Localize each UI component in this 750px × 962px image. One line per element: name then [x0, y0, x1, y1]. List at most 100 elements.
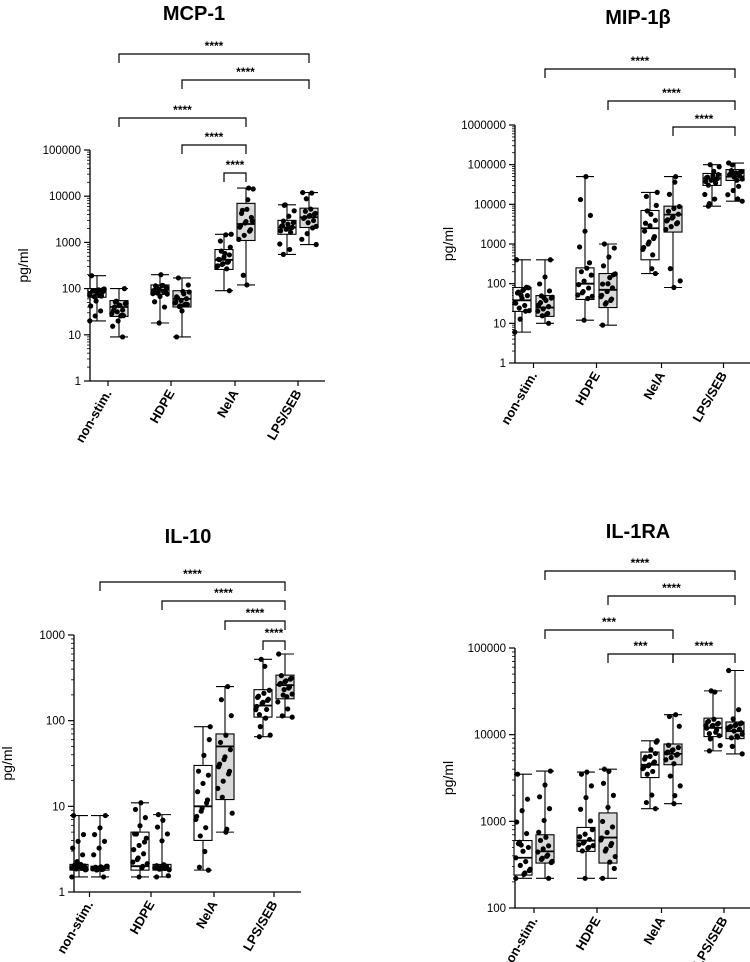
data-point	[542, 782, 548, 788]
data-point	[607, 275, 613, 281]
data-point	[159, 838, 165, 844]
data-point	[226, 771, 232, 777]
data-point	[600, 322, 606, 328]
data-point	[583, 794, 589, 801]
data-point	[605, 804, 611, 810]
box-plot-6	[215, 683, 235, 835]
data-point	[524, 830, 530, 837]
significance-label: ****	[662, 581, 681, 595]
data-point	[519, 808, 525, 814]
data-point	[547, 768, 554, 774]
data-point	[513, 855, 519, 861]
data-point	[703, 178, 709, 185]
data-point	[669, 215, 675, 221]
y-tick-label: 1	[59, 887, 65, 899]
y-tick-label: 100	[62, 284, 81, 296]
data-point	[671, 284, 677, 291]
data-point	[600, 818, 606, 825]
data-point	[225, 683, 231, 690]
y-tick-label: 1000	[39, 630, 65, 642]
data-point	[205, 867, 211, 873]
data-point	[668, 754, 674, 761]
y-tick-label: 10000	[474, 199, 506, 211]
y-tick-label: 10	[493, 318, 506, 330]
data-point	[674, 221, 680, 227]
data-point	[583, 174, 589, 180]
data-point	[727, 172, 733, 178]
data-point	[584, 265, 590, 271]
data-point	[739, 176, 745, 182]
box-plot-8	[299, 189, 319, 248]
data-point	[223, 232, 229, 238]
data-point	[663, 757, 669, 763]
data-point	[256, 734, 262, 740]
data-point	[101, 838, 108, 844]
data-point	[600, 281, 606, 287]
data-point	[600, 263, 607, 269]
data-point	[548, 295, 554, 301]
data-point	[158, 272, 164, 278]
y-axis-label: pg/ml	[0, 746, 15, 780]
y-tick-label: 1000	[55, 237, 81, 249]
box-plot-1	[512, 257, 532, 335]
data-point	[642, 220, 649, 226]
x-tick-label: HDPE	[127, 898, 158, 937]
data-point	[642, 756, 648, 762]
data-point	[227, 244, 233, 250]
data-point	[155, 812, 161, 818]
data-point	[69, 874, 75, 880]
data-point	[608, 297, 614, 304]
data-point	[172, 300, 178, 306]
data-point	[219, 261, 225, 268]
data-point	[164, 831, 170, 837]
data-point	[704, 175, 710, 181]
significance-bracket: ****	[223, 158, 247, 182]
data-point	[575, 292, 581, 298]
y-tick-label: 1	[500, 358, 506, 370]
data-point	[215, 785, 221, 791]
data-point	[116, 302, 122, 308]
data-point	[289, 714, 295, 720]
data-point	[120, 334, 126, 340]
y-tick-label: 10000	[474, 730, 506, 742]
data-point	[705, 719, 711, 725]
box-plot-7	[277, 202, 297, 257]
data-point	[308, 206, 314, 212]
box-plot-5	[640, 189, 660, 277]
significance-bracket: ****	[181, 130, 247, 154]
data-point	[665, 208, 672, 214]
data-point	[715, 171, 721, 178]
data-point	[611, 245, 617, 251]
bracket-line	[181, 79, 310, 89]
data-point	[163, 863, 170, 870]
data-point	[582, 831, 588, 837]
data-point	[277, 681, 283, 687]
data-point	[577, 244, 583, 250]
data-point	[205, 772, 211, 778]
data-point	[223, 732, 229, 738]
data-point	[264, 706, 270, 713]
data-point	[183, 296, 190, 302]
x-tick-label: NelA	[640, 913, 668, 947]
data-point	[673, 712, 679, 718]
data-point	[611, 865, 617, 872]
data-point	[221, 254, 227, 260]
data-point	[609, 285, 616, 291]
data-point	[604, 829, 610, 836]
significance-label: ****	[205, 130, 224, 144]
data-point	[241, 232, 247, 238]
data-point	[535, 308, 541, 314]
y-tick-label: 100	[46, 716, 65, 728]
data-point	[515, 841, 522, 847]
data-point	[666, 713, 673, 720]
data-point	[524, 293, 531, 299]
data-point	[676, 203, 682, 210]
data-point	[546, 875, 552, 881]
significance-label: ****	[183, 567, 202, 581]
data-point	[671, 761, 677, 767]
box-plot-4	[152, 812, 172, 880]
data-point	[725, 192, 731, 198]
data-point	[286, 685, 292, 691]
data-point	[579, 848, 586, 854]
data-point	[672, 793, 678, 799]
